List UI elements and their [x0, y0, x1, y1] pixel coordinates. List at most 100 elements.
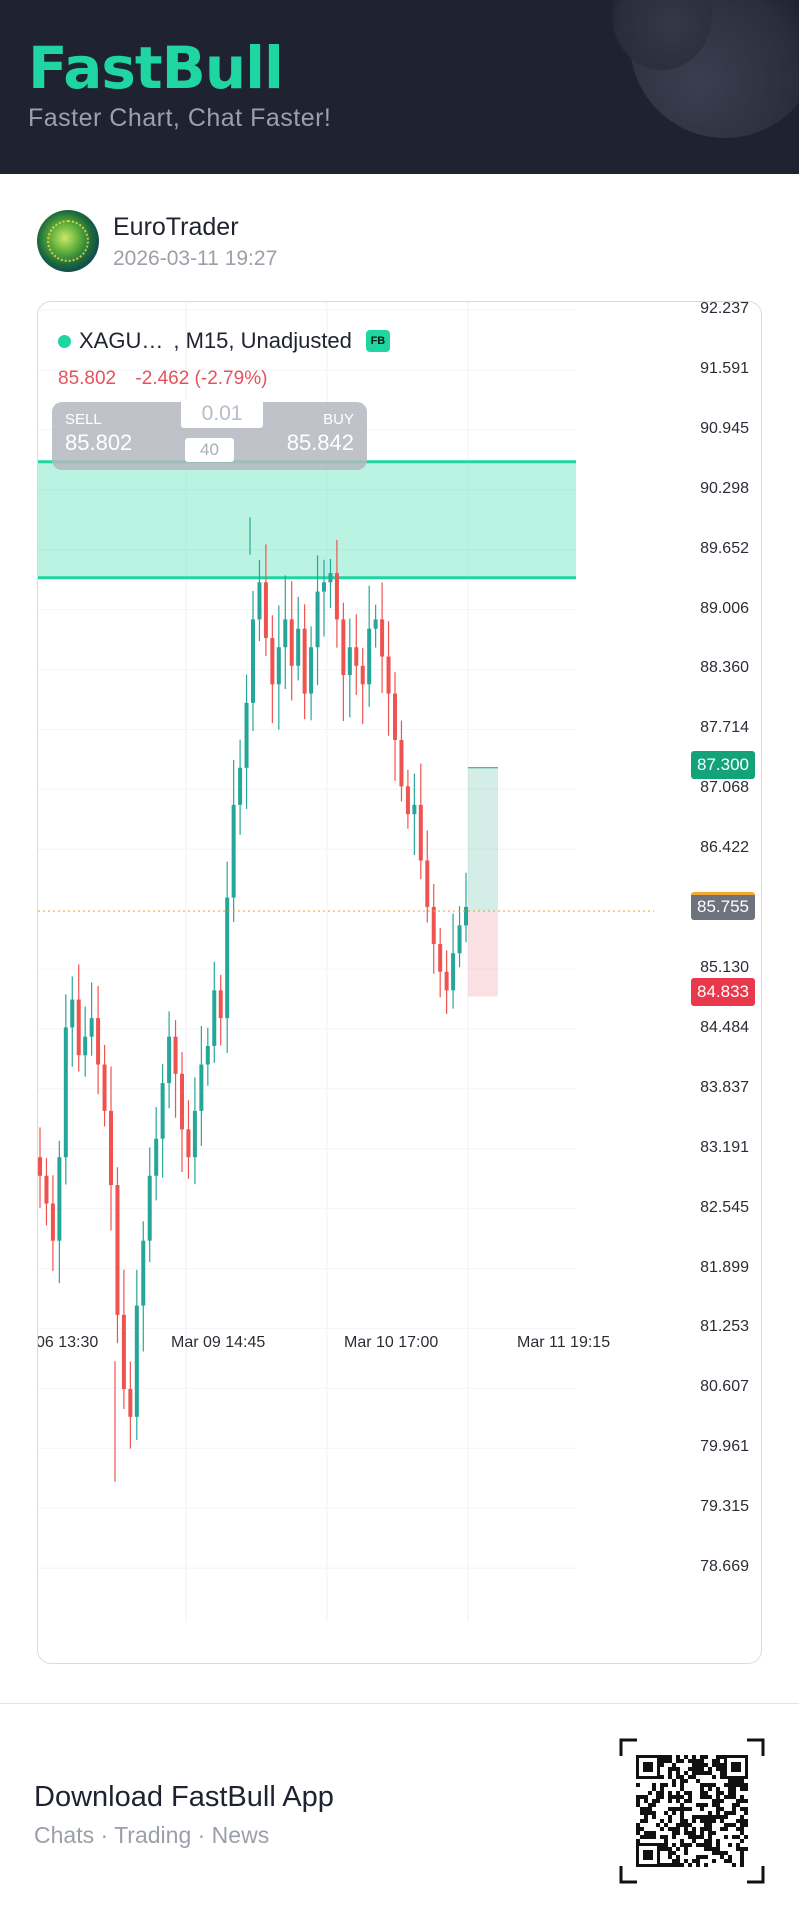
stop-loss-zone	[468, 911, 498, 997]
sell-button[interactable]: 85.802	[65, 430, 133, 455]
symbol-name: XAGU…	[79, 328, 164, 353]
candle-body	[334, 573, 339, 620]
y-tick-label: 85.130	[700, 958, 749, 976]
post-timestamp: 2026-03-11 19:27	[113, 247, 278, 270]
y-tick-label: 91.591	[700, 359, 749, 377]
candle-body	[70, 999, 75, 1028]
candle-body	[283, 619, 288, 648]
x-tick-label: 06 13:30	[37, 1334, 99, 1351]
candle-body	[457, 925, 462, 954]
qr-code-icon[interactable]	[619, 1738, 765, 1884]
footer-divider	[0, 1703, 799, 1704]
candle-body	[173, 1036, 178, 1074]
candle-body	[309, 647, 314, 694]
take-profit-zone	[468, 767, 498, 912]
candle-body	[63, 1027, 68, 1158]
candle-body	[180, 1073, 184, 1130]
take-profit-tag[interactable]: 87.300	[691, 751, 755, 779]
candle-body	[128, 1389, 133, 1417]
candle-body	[218, 990, 223, 1019]
y-tick-label: 78.669	[700, 1558, 749, 1576]
fb-badge-icon: FB	[365, 330, 390, 352]
quantity-input[interactable]: 40	[185, 438, 234, 462]
y-tick-label: 89.006	[700, 599, 749, 617]
price-chart[interactable]	[38, 302, 762, 1664]
x-tick-label: Mar 10 17:00	[344, 1334, 439, 1351]
buy-button[interactable]: 85.842	[286, 430, 354, 455]
candle-body	[83, 1036, 88, 1056]
candle-body	[315, 591, 320, 648]
candle-body	[405, 786, 410, 815]
price-change: -2.462 (-2.79%)	[135, 368, 268, 389]
candle-body	[393, 693, 397, 740]
candle-body	[289, 619, 294, 666]
status-dot-icon	[58, 334, 71, 348]
current-price-tag: 85.755	[691, 892, 755, 920]
candle-body	[296, 628, 301, 666]
candle-body	[238, 767, 243, 805]
candle-body	[102, 1064, 107, 1111]
candle-body	[44, 1175, 49, 1204]
candle-body	[276, 647, 281, 685]
y-tick-label: 84.484	[700, 1018, 749, 1036]
stop-loss-tag[interactable]: 84.833	[691, 978, 755, 1006]
candle-body	[425, 860, 430, 907]
candle-body	[57, 1157, 62, 1241]
candle-body	[341, 619, 346, 676]
y-tick-label: 80.607	[700, 1378, 749, 1396]
candle-body	[141, 1240, 146, 1306]
candle-body	[412, 804, 417, 815]
candle-body	[115, 1185, 120, 1315]
candle-body	[167, 1036, 172, 1084]
candle-body	[380, 619, 385, 657]
candle-body	[367, 628, 372, 685]
candle-body	[354, 647, 359, 666]
y-tick-label: 79.961	[700, 1438, 749, 1456]
candle-body	[186, 1129, 191, 1158]
last-price: 85.802	[58, 368, 117, 389]
brand-tagline: Faster Chart, Chat Faster!	[28, 104, 332, 132]
candle-body	[438, 943, 443, 972]
symbol-meta: , M15, Unadjusted	[173, 328, 352, 353]
globe-avatar-icon[interactable]	[37, 210, 99, 272]
quick-trade-panel: SELL 85.802 BUY 85.842 0.01 40	[52, 400, 367, 470]
candle-body	[50, 1203, 55, 1241]
candle-body	[121, 1314, 126, 1390]
author-name[interactable]: EuroTrader	[113, 213, 239, 241]
candle-body	[154, 1138, 159, 1176]
candle-body	[347, 647, 352, 676]
candle-body	[251, 619, 255, 703]
candle-body	[38, 1157, 42, 1176]
y-tick-label: 81.899	[700, 1258, 749, 1276]
candle-body	[464, 906, 468, 926]
y-tick-label: 88.360	[700, 659, 749, 677]
app-header: FastBull Faster Chart, Chat Faster!	[0, 0, 799, 174]
y-tick-label: 89.652	[700, 539, 749, 557]
lot-size-input[interactable]: 0.01	[181, 400, 263, 428]
candle-body	[444, 971, 449, 991]
chart-card[interactable]: XAGU… , M15, Unadjusted FB 85.802 -2.462…	[37, 301, 762, 1664]
candle-body	[302, 628, 307, 694]
x-tick-label: Mar 09 14:45	[171, 1334, 266, 1351]
candle-body	[231, 804, 236, 898]
sell-label: SELL	[65, 411, 102, 428]
candle-body	[134, 1305, 139, 1417]
candle-body	[451, 953, 456, 991]
candle-body	[199, 1064, 204, 1111]
candle-body	[360, 665, 365, 685]
candle-body	[89, 1018, 94, 1037]
y-tick-label: 92.237	[700, 301, 749, 317]
candle-body	[257, 582, 262, 620]
candle-body	[96, 1018, 101, 1065]
candle-body	[225, 897, 230, 1019]
candle-body	[418, 804, 423, 861]
candle-body	[76, 999, 81, 1056]
y-tick-label: 90.945	[700, 419, 749, 437]
candle-body	[431, 906, 436, 944]
download-subtitle: Chats · Trading · News	[34, 1822, 270, 1848]
candle-body	[373, 619, 378, 629]
candle-body	[270, 637, 275, 685]
candle-body	[160, 1083, 165, 1139]
candle-body	[205, 1045, 210, 1065]
download-title[interactable]: Download FastBull App	[34, 1781, 334, 1813]
